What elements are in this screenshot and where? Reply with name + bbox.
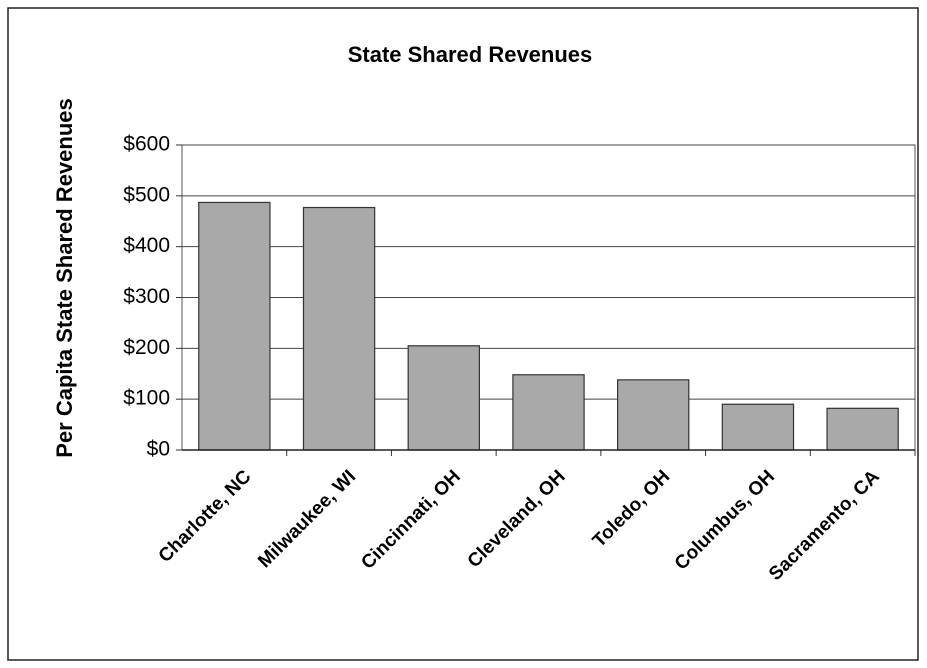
bar bbox=[407, 345, 480, 451]
y-tick-label: $400 bbox=[123, 234, 170, 257]
y-tick-label: $200 bbox=[123, 336, 170, 359]
y-axis-label: Per Capita State Shared Revenues bbox=[52, 98, 77, 457]
chart-title: State Shared Revenues bbox=[348, 42, 593, 67]
bar bbox=[826, 407, 899, 451]
y-tick-label: $100 bbox=[123, 387, 170, 410]
bar bbox=[302, 206, 376, 451]
bar bbox=[721, 403, 795, 451]
bar bbox=[617, 379, 690, 451]
y-tick-label: $0 bbox=[147, 438, 170, 461]
y-tick-label: $500 bbox=[123, 183, 170, 206]
bar bbox=[198, 201, 271, 451]
bar bbox=[512, 374, 585, 451]
y-tick-label: $300 bbox=[123, 285, 170, 308]
y-tick-label: $600 bbox=[123, 133, 170, 156]
